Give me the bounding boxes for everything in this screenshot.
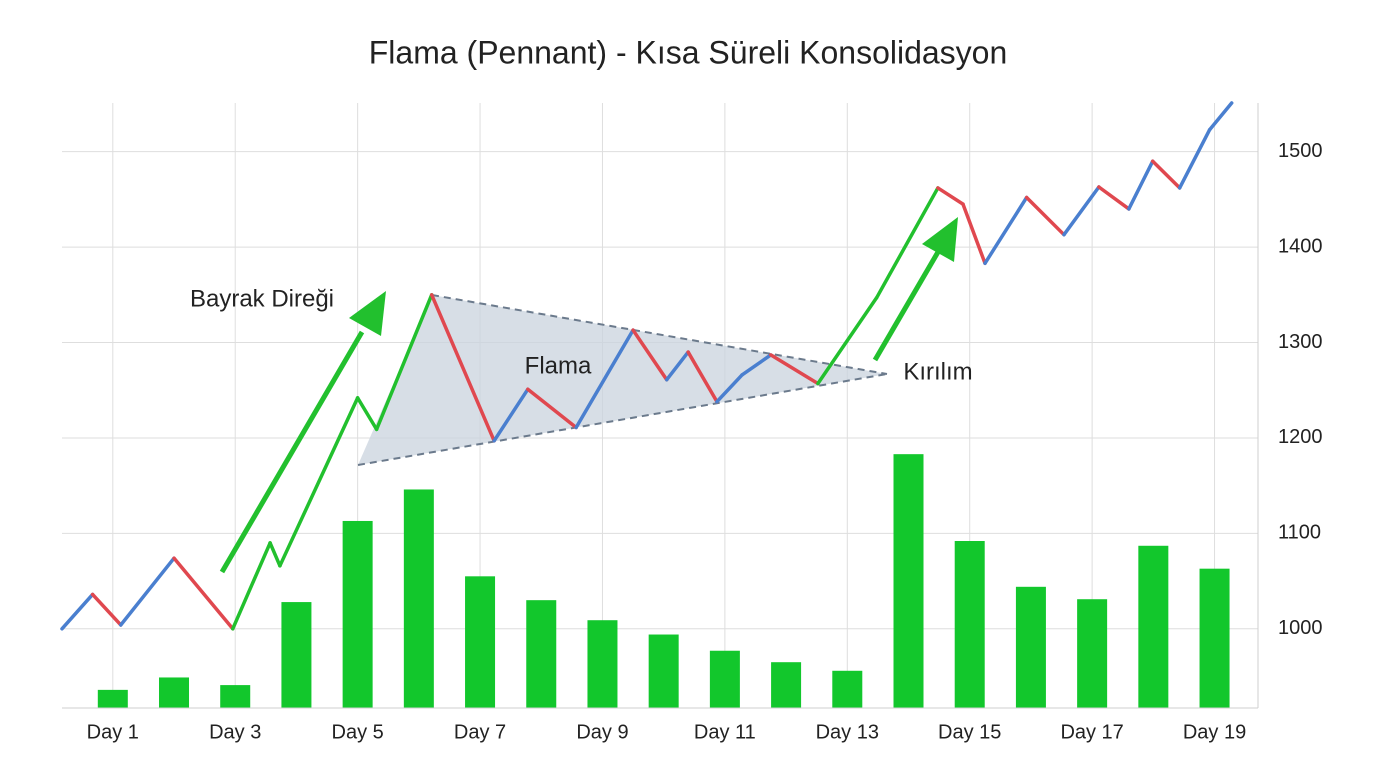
y-tick-label: 1200 bbox=[1278, 426, 1323, 448]
price-line bbox=[60, 101, 1234, 631]
arrow-head bbox=[922, 217, 958, 262]
price-segment bbox=[740, 353, 773, 377]
x-tick-label: Day 13 bbox=[816, 721, 879, 743]
price-segment bbox=[936, 186, 965, 206]
volume-bar bbox=[709, 650, 740, 708]
y-tick-label: 1000 bbox=[1278, 617, 1323, 639]
volume-bar bbox=[403, 489, 434, 708]
x-tick-label: Day 5 bbox=[332, 721, 384, 743]
volume-bar bbox=[1138, 545, 1169, 708]
price-segment bbox=[429, 293, 496, 443]
volume-bar bbox=[159, 677, 190, 708]
x-tick-label: Day 17 bbox=[1060, 721, 1123, 743]
x-tick-label: Day 19 bbox=[1183, 721, 1246, 743]
price-segment bbox=[492, 387, 530, 443]
price-segment bbox=[769, 353, 820, 386]
volume-bar bbox=[587, 620, 618, 708]
price-segment bbox=[983, 195, 1029, 266]
x-tick-label: Day 9 bbox=[576, 721, 628, 743]
price-segment bbox=[278, 396, 360, 568]
x-tick-label: Day 15 bbox=[938, 721, 1001, 743]
price-segment bbox=[90, 592, 123, 627]
price-segment bbox=[355, 396, 379, 432]
price-segment bbox=[961, 202, 987, 266]
breakout-arrow bbox=[872, 217, 958, 362]
price-segment bbox=[874, 186, 940, 300]
price-segment bbox=[574, 328, 635, 430]
volume-bar bbox=[526, 600, 557, 708]
arrow-shaft bbox=[219, 330, 365, 574]
price-segment bbox=[526, 387, 578, 430]
pennant-area bbox=[358, 295, 887, 465]
price-segment bbox=[1177, 127, 1212, 190]
price-segment bbox=[1062, 185, 1101, 237]
x-tick-label: Day 11 bbox=[694, 721, 756, 743]
y-tick-label: 1400 bbox=[1278, 235, 1323, 257]
volume-bar bbox=[893, 454, 924, 708]
volume-bar bbox=[771, 662, 802, 708]
volume-bar bbox=[220, 685, 251, 708]
price-segment bbox=[664, 350, 690, 382]
y-tick-label: 1500 bbox=[1278, 140, 1323, 162]
volume-bar bbox=[1199, 568, 1230, 708]
volume-bar bbox=[1015, 586, 1046, 708]
price-segment bbox=[119, 556, 176, 627]
price-segment bbox=[816, 295, 879, 386]
axes: 1000 1100 1200 1300 1400 1500 Day 1 Day 3 Day 5 D… bbox=[62, 103, 1323, 743]
chart-title: Flama (Pennant) - Kısa Süreli Konsolidas… bbox=[369, 34, 1008, 70]
price-segment bbox=[60, 592, 95, 631]
price-segment bbox=[715, 373, 744, 404]
x-tick-label: Day 7 bbox=[454, 721, 506, 743]
volume-bar bbox=[832, 670, 863, 708]
pole-arrow bbox=[219, 291, 386, 574]
price-segment bbox=[172, 556, 235, 631]
price-segment bbox=[1127, 159, 1155, 211]
annotation: Flama bbox=[525, 352, 592, 379]
arrow-shaft bbox=[872, 250, 941, 362]
price-segment bbox=[268, 541, 282, 568]
y-tick-label: 1100 bbox=[1278, 522, 1321, 544]
price-segment bbox=[231, 541, 272, 631]
y-tick-label: 1300 bbox=[1278, 331, 1323, 353]
volume-bar bbox=[342, 520, 373, 708]
price-segment bbox=[1097, 185, 1131, 211]
price-segment bbox=[1024, 195, 1066, 237]
volume-bar bbox=[97, 689, 128, 708]
volume-bar bbox=[954, 541, 985, 708]
annotation: Bayrak Direği bbox=[190, 285, 334, 312]
price-segment bbox=[1150, 159, 1182, 190]
x-tick-label: Day 3 bbox=[209, 721, 261, 743]
x-tick-label: Day 1 bbox=[87, 721, 139, 743]
price-segment bbox=[631, 328, 669, 382]
price-segment bbox=[1207, 101, 1234, 132]
volume-bar bbox=[281, 602, 312, 708]
price-segment bbox=[374, 293, 434, 432]
annotation: Kırılım bbox=[903, 358, 972, 385]
volume-bars bbox=[97, 454, 1230, 708]
pennant-lower bbox=[357, 373, 888, 466]
pennant-upper bbox=[431, 294, 888, 375]
price-segment bbox=[686, 350, 719, 404]
volume-bar bbox=[648, 634, 679, 708]
volume-bar bbox=[1077, 599, 1108, 708]
volume-bar bbox=[465, 576, 496, 708]
arrow-head bbox=[349, 291, 386, 336]
